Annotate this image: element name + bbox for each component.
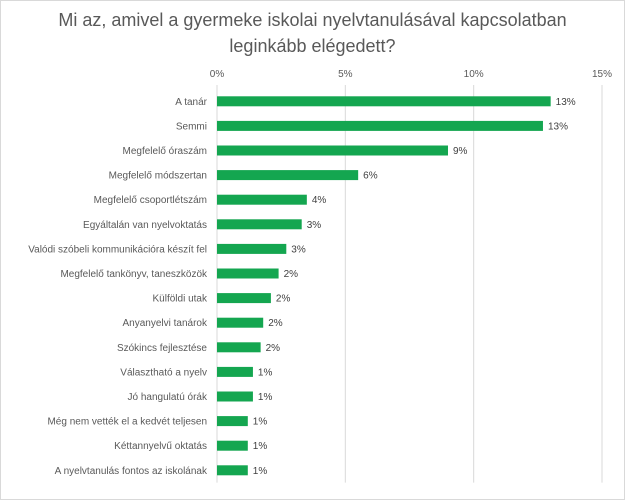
bar xyxy=(217,317,264,328)
bar xyxy=(217,120,543,131)
x-tick-label: 10% xyxy=(464,69,484,80)
bar xyxy=(217,342,261,353)
category-label: Megfelelő tankönyv, taneszközök xyxy=(60,269,208,280)
data-label: 1% xyxy=(258,367,273,378)
data-label: 2% xyxy=(266,343,281,354)
bar xyxy=(217,268,279,279)
category-label: Valódi szóbeli kommunikációra készít fel xyxy=(28,244,207,255)
data-label: 1% xyxy=(253,441,268,452)
data-label: 4% xyxy=(312,195,327,206)
category-label: Semmi xyxy=(176,121,207,132)
category-label: Még nem vették el a kedvét teljesen xyxy=(47,417,207,428)
data-label: 1% xyxy=(253,417,268,428)
category-label: A nyelvtanulás fontos az iskolának xyxy=(55,466,208,477)
category-label: A tanár xyxy=(175,97,207,108)
data-label: 3% xyxy=(307,220,322,231)
data-label: 1% xyxy=(258,392,273,403)
category-label: Megfelelő csoportlétszám xyxy=(94,195,207,206)
category-label: Jó hangulatú órák xyxy=(127,392,208,403)
bar xyxy=(217,194,307,205)
bar xyxy=(217,465,248,476)
bar xyxy=(217,219,302,230)
data-label: 2% xyxy=(276,294,291,305)
category-label: Választható a nyelv xyxy=(120,367,207,378)
category-label: Egyáltalán van nyelvoktatás xyxy=(83,220,207,231)
data-label: 3% xyxy=(291,244,306,255)
category-label: Anyanyelvi tanárok xyxy=(123,318,208,329)
data-label: 2% xyxy=(268,318,283,329)
x-tick-label: 0% xyxy=(210,69,225,80)
x-tick-label: 5% xyxy=(338,69,353,80)
category-label: Megfelelő módszertan xyxy=(109,171,207,182)
bar xyxy=(217,170,359,181)
category-label: Kéttannyelvű oktatás xyxy=(114,441,207,452)
category-label: Szókincs fejlesztése xyxy=(117,343,207,354)
bar xyxy=(217,391,253,402)
data-label: 9% xyxy=(453,146,468,157)
x-tick-label: 15% xyxy=(592,69,612,80)
bar xyxy=(217,145,448,156)
data-label: 2% xyxy=(284,269,299,280)
bar xyxy=(217,416,248,427)
bar xyxy=(217,96,551,107)
bar xyxy=(217,440,248,451)
data-label: 6% xyxy=(363,171,378,182)
bar xyxy=(217,243,287,254)
data-label: 13% xyxy=(556,97,576,108)
bar xyxy=(217,366,253,377)
chart-title: Mi az, amivel a gyermeke iskolai nyelvta… xyxy=(58,10,567,56)
bar xyxy=(217,293,271,304)
category-label: Külföldi utak xyxy=(153,294,208,305)
data-label: 13% xyxy=(548,121,568,132)
category-label: Megfelelő óraszám xyxy=(123,146,207,157)
data-label: 1% xyxy=(253,466,268,477)
